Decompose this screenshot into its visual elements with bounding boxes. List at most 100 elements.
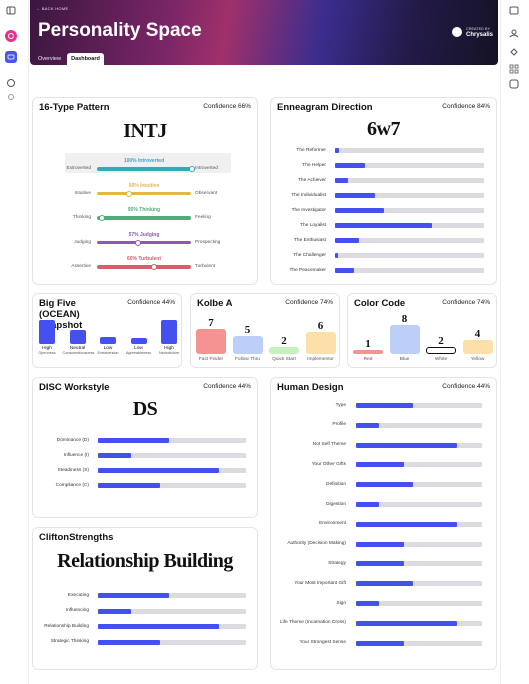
bar-label: Influence (I) [63, 452, 89, 458]
trait-name: Agreeableness [125, 351, 152, 355]
chat-icon [7, 54, 15, 60]
card-title: DISC Workstyle [39, 382, 110, 393]
type-code: 6w7 [367, 118, 400, 140]
bar-track [356, 581, 482, 587]
trait-label: 57% Judging [128, 231, 160, 238]
bar-track [335, 238, 484, 243]
grid-icon[interactable] [509, 64, 514, 69]
page-title: Personality Space [38, 20, 202, 41]
bar-track [335, 193, 484, 198]
export-icon[interactable] [509, 79, 519, 89]
confidence: Confidence 44% [127, 299, 175, 306]
tools-icon[interactable] [510, 48, 518, 56]
card: Kolbe A Confidence 74% 7 Fact Finder 5 Follow… [190, 293, 340, 368]
bar [356, 620, 457, 626]
bar-track [335, 208, 484, 213]
toggle-icon[interactable] [509, 6, 519, 15]
confidence: Confidence 44% [203, 383, 251, 390]
bar-track [356, 403, 482, 408]
bar-track [356, 640, 482, 646]
left-trait: Extroverted [66, 166, 91, 171]
bar-track [335, 163, 484, 168]
bar [98, 468, 220, 473]
score-value: 5 [244, 324, 251, 336]
bar-track [98, 438, 246, 443]
bar [335, 238, 359, 243]
bar [98, 453, 131, 458]
trait-level: High [164, 346, 174, 351]
bar [98, 639, 161, 645]
card: Human Design Confidence 44% Type Profile Not… [270, 377, 497, 670]
bar-track [98, 483, 246, 488]
profile-icon[interactable] [5, 30, 17, 42]
trait-bar [97, 240, 191, 244]
chat-icon[interactable] [5, 51, 17, 63]
trait-level: High [42, 346, 52, 351]
bar-track [356, 482, 482, 488]
bar-track [335, 148, 484, 153]
score-name: White [434, 357, 448, 362]
bar-label: The Peacemaker [289, 267, 326, 273]
bar [98, 438, 170, 443]
breadcrumb[interactable]: ← BACK HOME [36, 6, 69, 11]
score-bar [462, 339, 493, 354]
tab-active[interactable]: Dashboard [67, 53, 104, 65]
bar [98, 608, 131, 614]
bar-label: Relationship Building [44, 623, 89, 629]
right-trait: Prospecting [195, 239, 221, 245]
score-bar [196, 328, 226, 354]
bar-label: The Reformer [296, 147, 326, 153]
toggle-icon[interactable] [6, 6, 16, 15]
tab[interactable]: Overview [38, 56, 61, 62]
trait-level: Neutral [69, 346, 86, 351]
bar-track [335, 268, 484, 273]
trait-bar [39, 320, 55, 344]
trait-label: 66% Intuitive [128, 182, 160, 189]
bar-track [335, 223, 484, 228]
card: CliftonStrengths Relationship Building Exe… [32, 527, 258, 670]
settings-icon[interactable] [8, 94, 14, 100]
score-value: 4 [474, 327, 481, 340]
trait-name: Extraversion [97, 351, 119, 355]
bar [335, 208, 385, 213]
bar-track [356, 521, 482, 527]
card-title: 16-Type Pattern [39, 102, 110, 113]
bar-track [98, 624, 246, 629]
card: Color Code Confidence 74% 1 Red 8 Blue 2 White 4… [347, 293, 497, 368]
card-title: Color Code [354, 298, 406, 309]
users-icon [509, 34, 519, 38]
bar-label: Steadiness (S) [57, 467, 89, 473]
trait-bar [161, 320, 177, 344]
bar-label: Dominance (D) [56, 437, 89, 443]
card-title: Big Five (OCEAN) Snapshot [39, 298, 83, 331]
bar [356, 403, 413, 408]
confidence: Confidence 66% [203, 103, 251, 110]
creator[interactable]: Chrysalis [466, 32, 494, 38]
bar [335, 163, 365, 168]
score-name: Follow Thru [235, 357, 260, 362]
bar-track [356, 502, 482, 507]
users-icon[interactable] [511, 29, 517, 35]
score-value: 7 [208, 316, 214, 329]
trait-label: 60% Turbulent [126, 256, 162, 262]
bar [98, 483, 161, 488]
bar-track [98, 593, 246, 598]
trait-bar [100, 336, 116, 344]
score-name: Blue [399, 357, 410, 362]
bar-track [98, 639, 246, 645]
bar [356, 521, 457, 527]
bar-label: Type [335, 402, 346, 408]
trait-marker [188, 166, 195, 173]
bar-track [98, 468, 246, 473]
card: DISC Workstyle Confidence 44% DS Dominance … [32, 377, 258, 518]
bar-label: Life Theme (Incarnation Cross) [279, 620, 346, 626]
message-icon[interactable] [7, 79, 15, 87]
bar [356, 442, 457, 448]
bar-track [98, 453, 246, 458]
bar-label: Environment [319, 521, 346, 527]
bar-label: Profile [332, 422, 346, 428]
grid-icon [514, 69, 519, 74]
score-name: Implementor [307, 357, 334, 362]
bar [356, 482, 413, 488]
bar [98, 624, 220, 629]
